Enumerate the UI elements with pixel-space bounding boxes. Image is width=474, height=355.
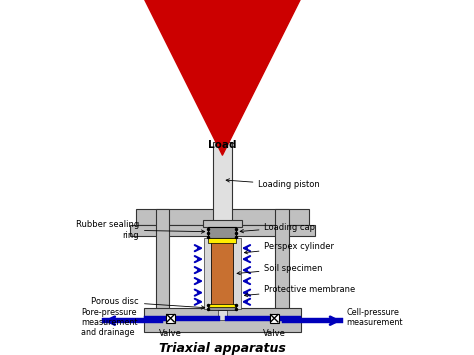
Bar	[209, 239, 237, 243]
Bar	[270, 314, 279, 323]
Text: Perspex cylinder: Perspex cylinder	[245, 242, 335, 254]
Bar	[102, 318, 164, 323]
Bar	[213, 142, 232, 225]
Bar	[211, 242, 233, 305]
Bar	[203, 220, 242, 228]
Text: Porous disc: Porous disc	[91, 297, 205, 309]
Bar	[156, 209, 169, 318]
Text: Protective membrane: Protective membrane	[245, 285, 356, 297]
Bar	[166, 314, 175, 323]
Text: Loading cap: Loading cap	[240, 223, 316, 233]
Text: Soil specimen: Soil specimen	[237, 264, 323, 275]
Bar	[144, 316, 220, 321]
Text: Load: Load	[208, 140, 237, 150]
Text: Triaxial apparatus: Triaxial apparatus	[159, 342, 286, 355]
Text: Valve: Valve	[263, 329, 286, 338]
Bar	[209, 307, 237, 310]
Bar	[144, 308, 301, 332]
Text: Loading piston: Loading piston	[226, 179, 320, 189]
Bar	[233, 239, 241, 309]
Bar	[225, 316, 301, 321]
Bar	[218, 310, 228, 320]
Bar	[275, 209, 289, 318]
Bar	[282, 318, 343, 323]
Bar	[130, 225, 315, 236]
Bar	[204, 239, 211, 309]
Text: Cell-pressure
measurement: Cell-pressure measurement	[346, 308, 403, 327]
Bar	[136, 209, 309, 225]
Bar	[209, 228, 237, 239]
Bar	[209, 304, 237, 308]
Text: Valve: Valve	[159, 329, 182, 338]
Text: Rubber sealing
ring: Rubber sealing ring	[76, 220, 205, 240]
Text: Pore-pressure
measurement
and drainage: Pore-pressure measurement and drainage	[81, 308, 137, 337]
